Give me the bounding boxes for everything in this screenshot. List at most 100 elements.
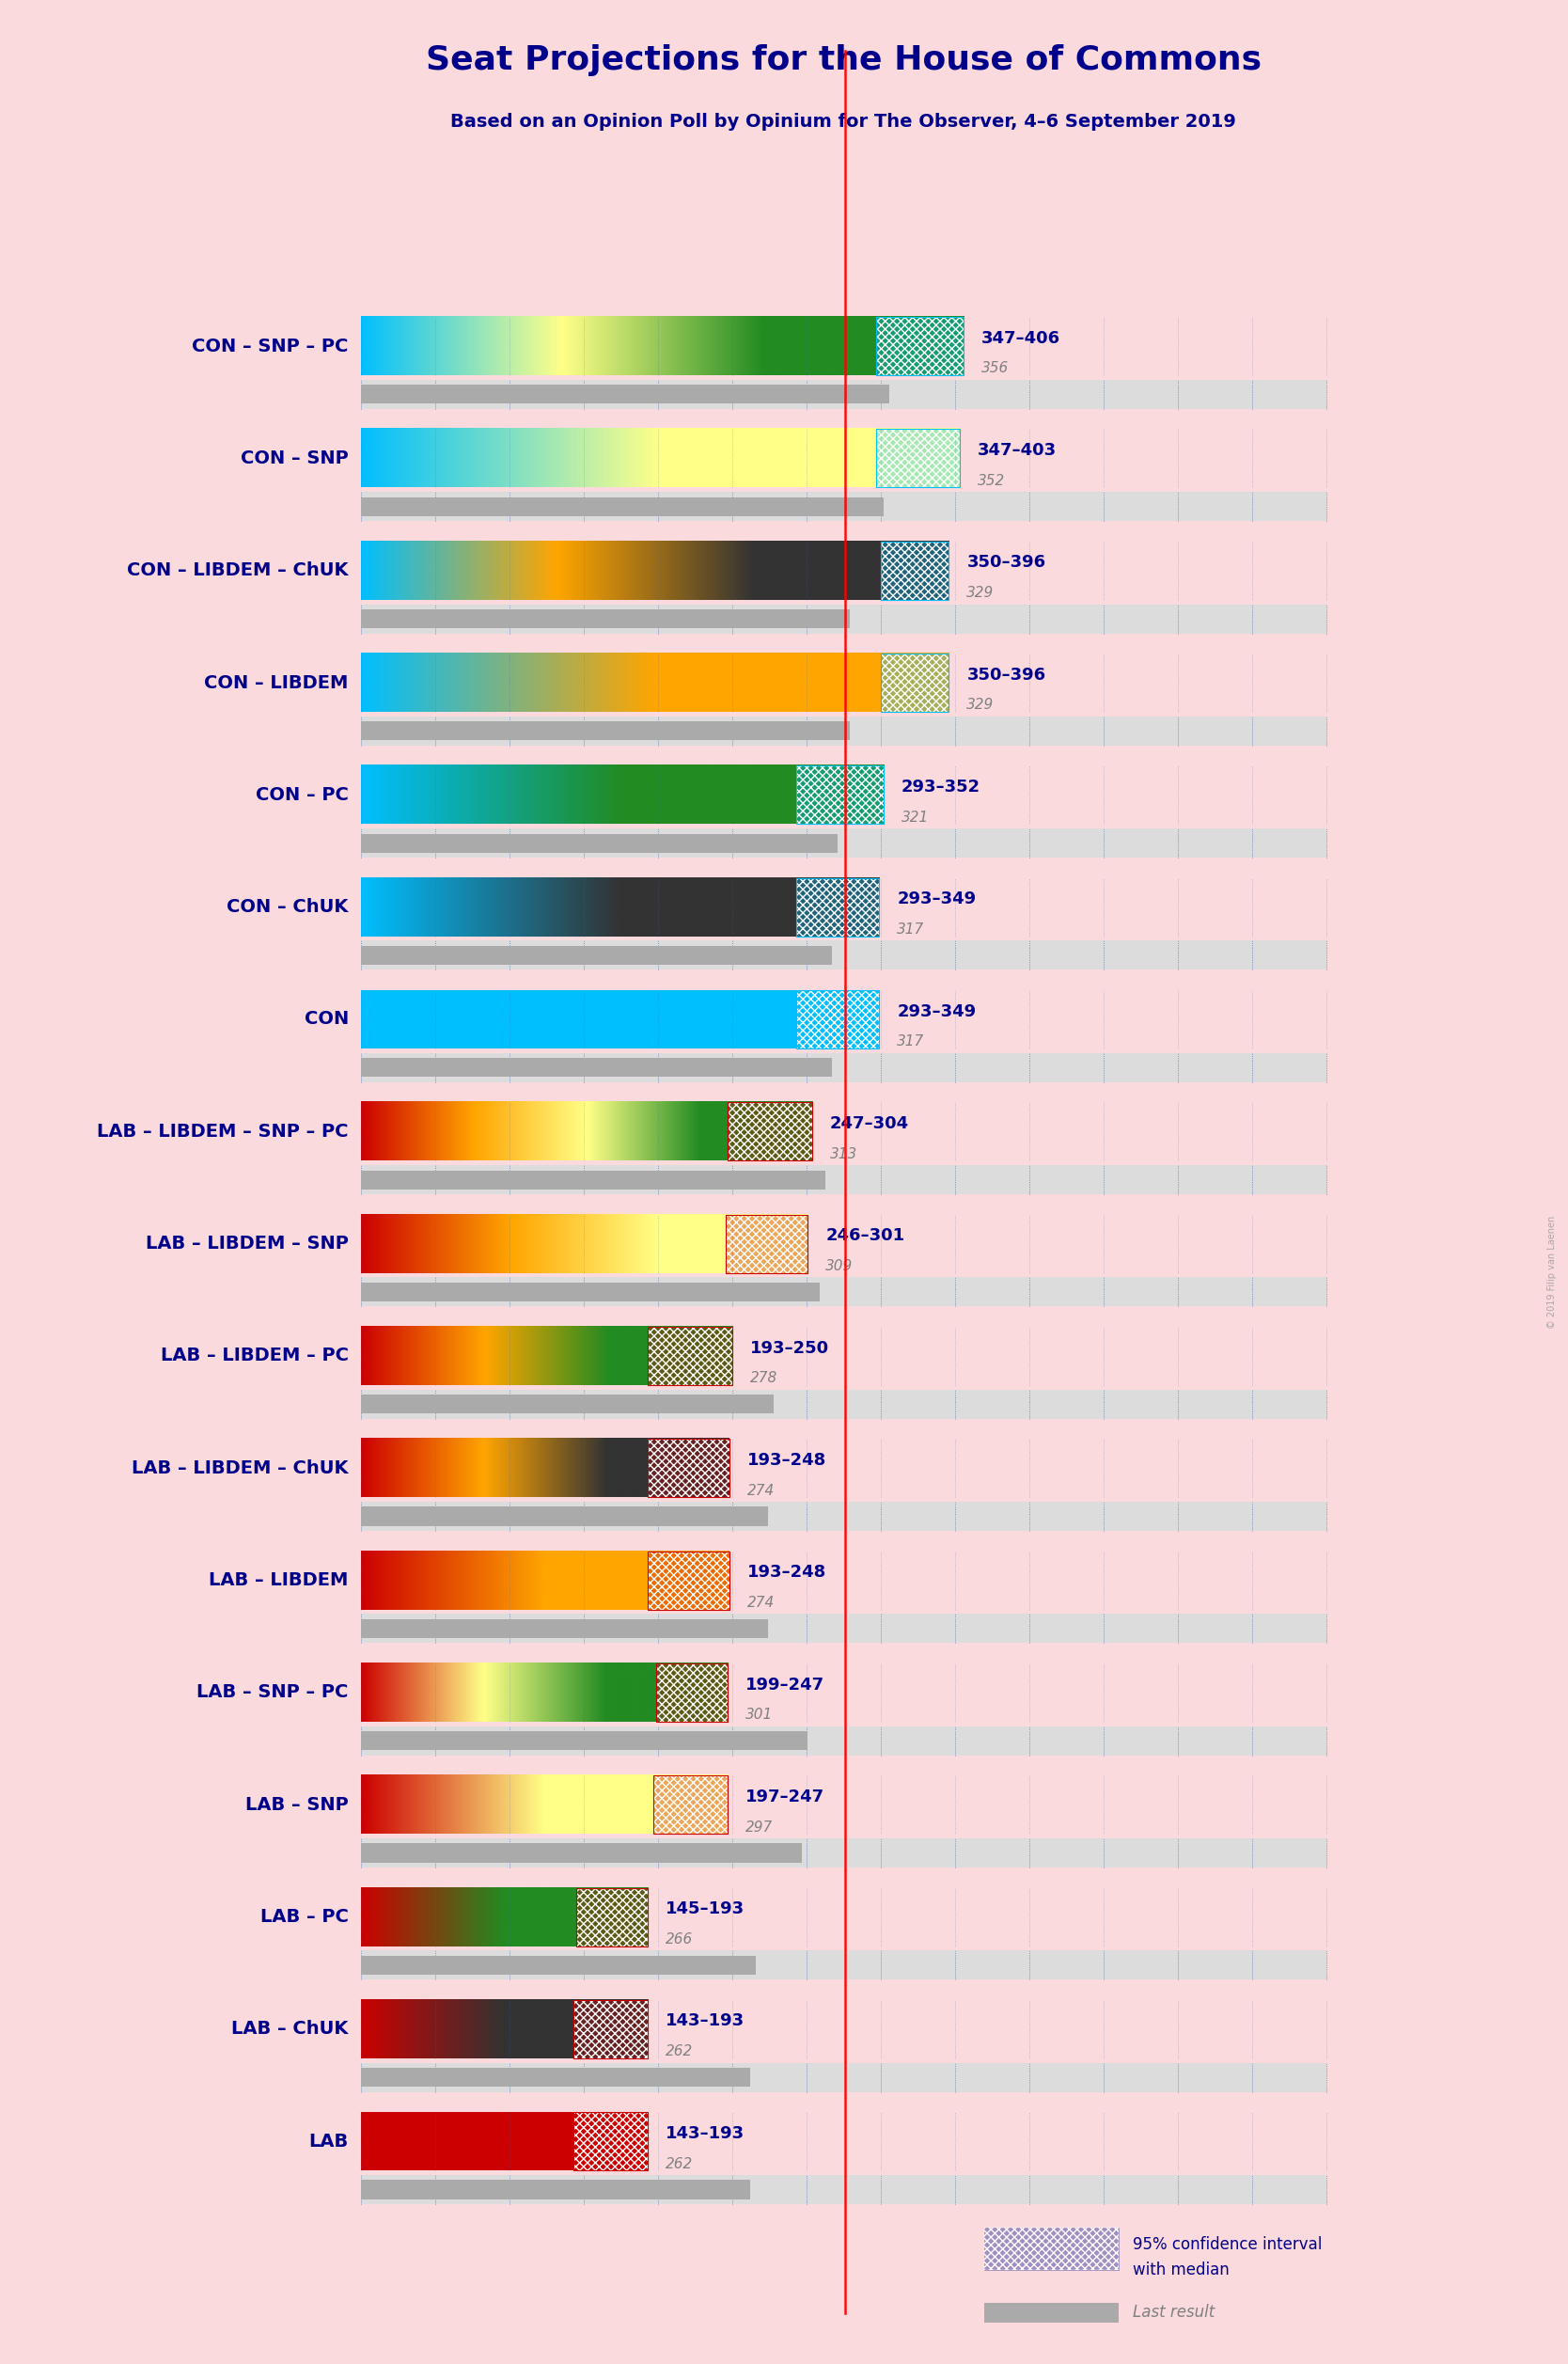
Text: 246–301: 246–301 <box>826 1227 905 1243</box>
Text: 350–396: 350–396 <box>967 553 1046 572</box>
Bar <box>361 1170 826 1189</box>
Bar <box>657 1664 728 1721</box>
Bar <box>881 652 949 712</box>
Bar <box>648 1326 732 1385</box>
Text: 293–352: 293–352 <box>902 778 980 797</box>
Bar <box>657 1664 728 1721</box>
Bar <box>877 317 964 376</box>
Bar <box>361 991 880 1050</box>
Text: 193–248: 193–248 <box>746 1565 826 1582</box>
Bar <box>648 1440 729 1496</box>
Bar <box>361 716 1327 745</box>
Text: LAB – LIBDEM – SNP: LAB – LIBDEM – SNP <box>146 1234 348 1253</box>
Bar <box>572 2000 648 2059</box>
Text: 356: 356 <box>982 362 1010 376</box>
Bar <box>657 1664 728 1721</box>
Bar <box>361 1619 768 1638</box>
Text: LAB: LAB <box>309 2132 348 2151</box>
Bar <box>361 827 1327 858</box>
Bar <box>648 1551 729 1610</box>
Text: 297: 297 <box>745 1820 773 1834</box>
Text: 313: 313 <box>829 1147 858 1161</box>
Text: 143–193: 143–193 <box>665 2125 745 2142</box>
Bar <box>361 1839 1327 1868</box>
Bar <box>361 1615 1327 1643</box>
Bar <box>361 610 850 629</box>
Bar <box>728 1102 812 1161</box>
Bar <box>572 2111 648 2170</box>
Bar <box>654 1775 728 1834</box>
Text: 317: 317 <box>897 1035 925 1050</box>
Text: 352: 352 <box>977 473 1005 487</box>
Bar <box>361 1395 773 1414</box>
Bar <box>797 766 883 825</box>
Text: 329: 329 <box>967 697 994 712</box>
Bar <box>572 2111 648 2170</box>
Bar <box>361 1390 1327 1418</box>
Bar <box>881 652 949 712</box>
Text: with median: with median <box>1134 2262 1229 2279</box>
Text: 193–250: 193–250 <box>750 1340 829 1357</box>
Bar <box>797 991 880 1050</box>
Text: CON – PC: CON – PC <box>256 785 348 804</box>
Bar <box>726 1215 808 1272</box>
Text: 293–349: 293–349 <box>897 1002 975 1019</box>
Text: 301: 301 <box>745 1707 773 1721</box>
Text: 262: 262 <box>665 2156 693 2170</box>
Bar <box>648 1551 729 1610</box>
Bar <box>361 1844 801 1863</box>
Bar <box>361 492 1327 520</box>
Bar <box>648 1440 729 1496</box>
Bar <box>361 496 883 515</box>
Text: CON – LIBDEM – ChUK: CON – LIBDEM – ChUK <box>127 563 348 579</box>
Bar <box>572 2000 648 2059</box>
Bar <box>361 385 889 404</box>
Bar <box>881 541 949 600</box>
Bar <box>361 1052 1327 1083</box>
Text: Last result: Last result <box>1134 2303 1215 2321</box>
Text: LAB – SNP: LAB – SNP <box>246 1797 348 1813</box>
Bar <box>361 605 1327 634</box>
Bar <box>361 1284 820 1303</box>
Bar <box>985 2227 1118 2269</box>
Text: 347–406: 347–406 <box>982 331 1060 348</box>
Bar <box>797 766 883 825</box>
Bar <box>361 941 1327 969</box>
Text: 317: 317 <box>897 922 925 936</box>
Bar <box>654 1775 728 1834</box>
Bar <box>361 834 837 853</box>
Text: LAB – PC: LAB – PC <box>260 1908 348 1927</box>
Bar <box>797 877 880 936</box>
Bar <box>648 1326 732 1385</box>
Text: © 2019 Filip van Laenen: © 2019 Filip van Laenen <box>1548 1215 1557 1329</box>
Text: 247–304: 247–304 <box>829 1116 909 1132</box>
Bar <box>797 991 880 1050</box>
Text: CON – LIBDEM: CON – LIBDEM <box>204 674 348 693</box>
Bar <box>361 1726 1327 1756</box>
Bar <box>575 1889 648 1946</box>
Bar <box>797 766 883 825</box>
Text: 143–193: 143–193 <box>665 2012 745 2031</box>
Bar <box>575 1889 648 1946</box>
Bar <box>648 1440 729 1496</box>
Text: 347–403: 347–403 <box>977 442 1057 459</box>
Text: LAB – LIBDEM – SNP – PC: LAB – LIBDEM – SNP – PC <box>97 1123 348 1139</box>
Bar <box>361 946 831 965</box>
Text: CON – ChUK: CON – ChUK <box>227 898 348 915</box>
Text: CON – SNP – PC: CON – SNP – PC <box>193 338 348 355</box>
Text: CON – SNP: CON – SNP <box>241 449 348 468</box>
Bar <box>877 430 960 487</box>
Text: 278: 278 <box>750 1371 778 1385</box>
Text: LAB – SNP – PC: LAB – SNP – PC <box>198 1683 348 1702</box>
Bar <box>361 1059 831 1078</box>
Bar <box>361 1506 768 1525</box>
Bar <box>881 541 949 600</box>
Bar <box>797 877 880 936</box>
Text: LAB – ChUK: LAB – ChUK <box>232 2021 348 2038</box>
Text: 321: 321 <box>902 811 928 825</box>
Text: 199–247: 199–247 <box>745 1676 825 1693</box>
Bar <box>572 2111 648 2170</box>
Bar <box>648 1326 732 1385</box>
Bar <box>361 1955 756 1974</box>
Text: CON: CON <box>304 1009 348 1028</box>
